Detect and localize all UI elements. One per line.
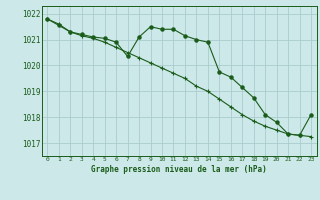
X-axis label: Graphe pression niveau de la mer (hPa): Graphe pression niveau de la mer (hPa): [91, 165, 267, 174]
